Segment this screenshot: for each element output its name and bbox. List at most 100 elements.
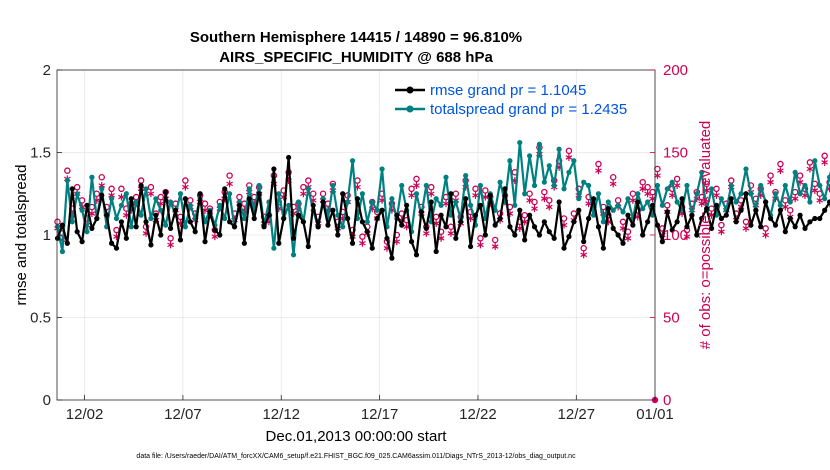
rmse-point <box>822 207 828 213</box>
rmse-point <box>669 227 675 233</box>
obs-possible-point <box>654 165 661 173</box>
rmse-point <box>300 219 306 225</box>
totalspread-point <box>699 169 705 175</box>
rmse-point <box>812 215 818 222</box>
rmse-point <box>266 212 272 218</box>
totalspread-point <box>359 191 365 197</box>
obs-evaluated-point <box>300 190 307 198</box>
obs-evaluated-point <box>413 182 420 189</box>
totalspread-point <box>792 169 798 175</box>
x-tick-label: 12/17 <box>361 406 399 423</box>
obs-possible-point <box>639 178 646 186</box>
totalspread-point <box>822 196 828 202</box>
rmse-point <box>241 240 247 246</box>
y-axis-right-label: # of obs: o=possible; ∗=evaluated <box>697 121 714 350</box>
legend: rmse grand pr = 1.1045 totalspread grand… <box>395 82 627 118</box>
totalspread-point <box>526 153 533 159</box>
rmse-point <box>153 212 159 218</box>
rmse-point <box>546 229 552 235</box>
rmse-point <box>108 240 115 246</box>
rmse-point <box>305 243 311 250</box>
rmse-point <box>428 199 434 205</box>
rmse-point <box>561 245 567 251</box>
obs-evaluated-point <box>718 228 725 236</box>
y-left-tick-label: 1.5 <box>30 145 51 162</box>
totalspread-point <box>595 191 602 197</box>
x-tick-label: 12/22 <box>459 406 497 423</box>
totalspread-point <box>227 191 233 197</box>
rmse-point <box>797 212 803 218</box>
rmse-point <box>615 232 621 238</box>
rmse-point <box>325 222 331 228</box>
rmse-point <box>364 229 370 235</box>
obs-possible-point <box>673 175 681 183</box>
rmse-point <box>610 225 616 231</box>
rmse-point <box>399 222 405 228</box>
rmse-point <box>679 196 685 202</box>
obs-evaluated-point <box>167 241 174 249</box>
rmse-point <box>718 215 724 222</box>
x-tick-label: 12/27 <box>558 406 596 423</box>
obs-evaluated-point <box>609 180 617 188</box>
rmse-point <box>251 215 257 222</box>
rmse-point <box>143 219 149 225</box>
rmse-point <box>458 219 464 225</box>
obs-evaluated-point <box>442 200 450 208</box>
totalspread-point <box>684 182 690 189</box>
totalspread-point <box>674 199 680 205</box>
obs-evaluated-point <box>742 224 750 232</box>
totalspread-point <box>389 196 395 202</box>
rmse-point <box>748 222 754 228</box>
obs-evaluated-point <box>644 190 651 198</box>
obs-evaluated-point <box>683 233 691 241</box>
rmse-point <box>477 202 484 208</box>
rmse-point <box>192 229 198 235</box>
obs-evaluated-point <box>427 190 435 198</box>
rmse-point <box>571 219 577 225</box>
obs-possible-point <box>98 173 106 181</box>
totalspread-point <box>217 202 223 208</box>
rmse-point <box>595 224 602 230</box>
totalspread-point <box>123 191 129 197</box>
y-right-tick-label: 200 <box>663 62 688 79</box>
totalspread-point <box>379 166 385 172</box>
x-tick-label: 12/02 <box>66 406 104 423</box>
totalspread-point <box>79 207 85 213</box>
obs-possible-point <box>491 236 499 244</box>
obs-possible-point <box>413 175 420 183</box>
obs-evaluated-point <box>182 183 189 191</box>
obs-evaluated-point <box>545 203 553 211</box>
totalspread-point <box>738 191 744 197</box>
obs-possible-point <box>777 160 784 168</box>
totalspread-point <box>694 191 700 197</box>
obs-possible-point <box>718 221 725 229</box>
totalspread-point <box>128 224 134 230</box>
obs-possible-point <box>609 173 617 181</box>
rmse-point <box>369 245 375 251</box>
totalspread-point <box>777 202 784 208</box>
totalspread-point <box>787 199 793 205</box>
totalspread-point <box>84 229 90 235</box>
totalspread-point <box>748 191 754 197</box>
rmse-point <box>315 224 321 230</box>
totalspread-point <box>772 191 779 197</box>
rmse-point <box>645 219 651 225</box>
rmse-point <box>418 209 425 215</box>
rmse-point <box>281 215 287 222</box>
obs-possible-point <box>796 172 804 179</box>
rmse-point <box>261 224 267 230</box>
rmse-point <box>649 202 656 208</box>
totalspread-point <box>108 196 115 202</box>
rmse-point <box>168 225 174 231</box>
rmse-point <box>566 234 572 240</box>
totalspread-point <box>295 199 302 205</box>
totalspread-point <box>531 182 538 189</box>
rmse-point <box>379 207 385 213</box>
rmse-point <box>704 206 710 212</box>
obs-possible-point <box>541 188 548 196</box>
rmse-point <box>295 212 302 218</box>
rmse-point <box>502 186 508 192</box>
chart-title-line-2: AIRS_SPECIFIC_HUMIDITY @ 688 hPa <box>219 49 493 66</box>
rmse-point <box>99 192 105 198</box>
